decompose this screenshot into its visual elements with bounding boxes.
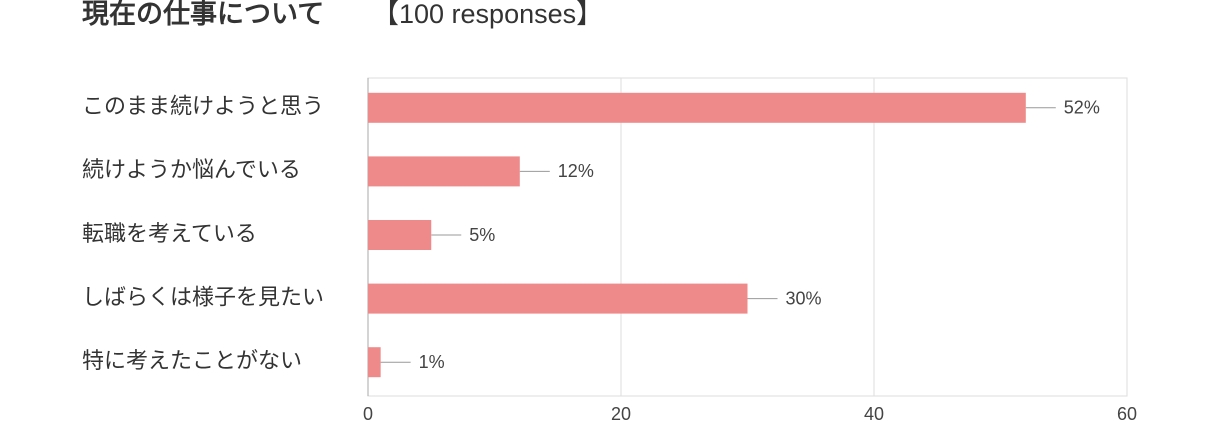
- chart-title: 現在の仕事について: [82, 0, 324, 29]
- bar: [368, 347, 381, 378]
- value-label: 30%: [786, 288, 822, 308]
- x-tick-label: 40: [864, 404, 884, 422]
- category-label: このまま続けようと思う: [82, 94, 324, 119]
- bar: [368, 283, 748, 314]
- value-label: 52%: [1064, 98, 1100, 118]
- x-tick-label: 60: [1117, 404, 1137, 422]
- value-label: 5%: [469, 225, 495, 245]
- bar: [368, 92, 1026, 123]
- x-tick-label: 20: [611, 404, 631, 422]
- bar: [368, 156, 520, 187]
- value-label: 12%: [558, 161, 594, 181]
- bar: [368, 220, 432, 250]
- category-label: 特に考えたことがない: [82, 348, 302, 373]
- category-label: 転職を考えている: [82, 221, 257, 246]
- value-label: 1%: [419, 352, 445, 372]
- category-label: 続けようか悩んでいる: [82, 157, 301, 182]
- chart-subtitle: 【100 responses】: [372, 0, 603, 29]
- category-label: しばらくは様子を見たい: [82, 284, 324, 309]
- x-tick-label: 0: [363, 404, 373, 422]
